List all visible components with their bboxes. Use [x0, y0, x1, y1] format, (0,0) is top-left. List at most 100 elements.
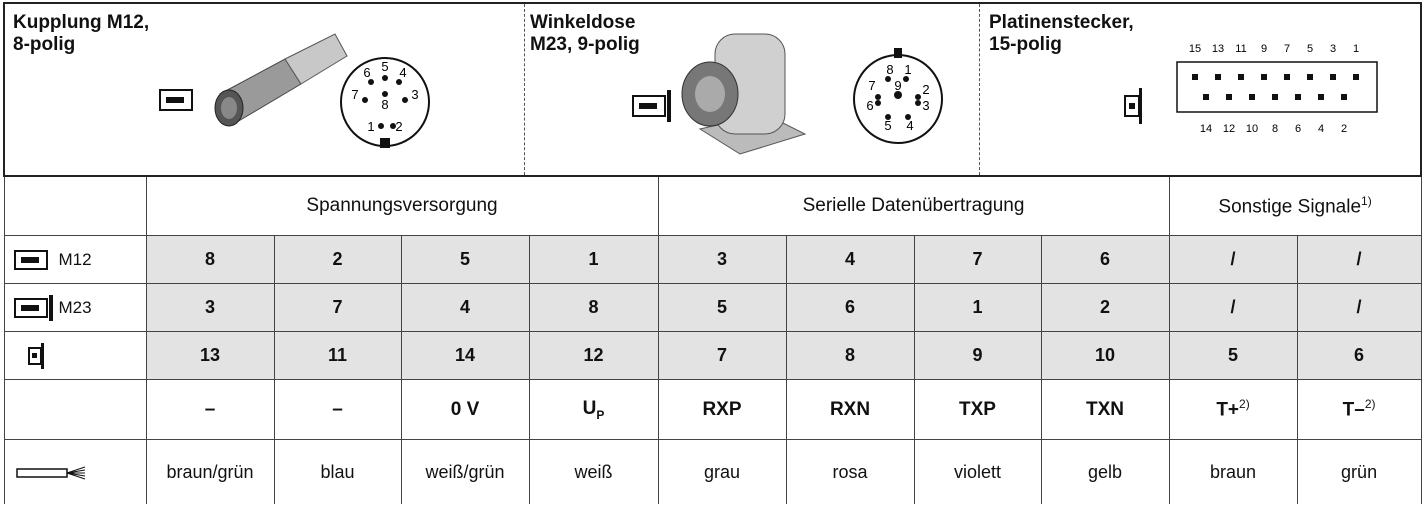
label-line: M23, 9-polig — [530, 34, 640, 55]
wire-color: blau — [273, 439, 402, 504]
signal-cell: TXN — [1040, 379, 1170, 440]
pin-label: 3 — [1330, 43, 1336, 55]
signal-cell: T+2) — [1168, 379, 1298, 440]
separator — [979, 4, 980, 175]
pin-label: 6 — [363, 65, 370, 80]
pin-cell: / — [1168, 283, 1298, 332]
pin — [1249, 94, 1255, 100]
pin-dot — [382, 91, 388, 97]
key — [894, 48, 902, 58]
pin-label: 1 — [904, 62, 911, 77]
pin-label: 14 — [1200, 123, 1212, 135]
pin-label: 13 — [1212, 43, 1224, 55]
pin-dot — [903, 76, 909, 82]
pin-label: 8 — [1272, 123, 1278, 135]
pin-label: 5 — [884, 118, 891, 133]
pin-dot — [368, 79, 374, 85]
pin-cell: 7 — [273, 283, 402, 332]
board-icon — [1124, 88, 1142, 124]
signal-row: – –0 V UP RXP RXN TXP TXN T+2) T–2) — [3, 379, 1422, 440]
pin-label: 2 — [1341, 123, 1347, 135]
pin-cell: 3 — [145, 283, 275, 332]
pin-dot — [915, 94, 921, 100]
connector-section: Kupplung M12, 8-polig Winkeldose M23, 9-po… — [2, 2, 1423, 177]
pin — [1215, 74, 1221, 80]
icon-part — [48, 294, 53, 321]
pin-label: 2 — [922, 82, 929, 97]
pin-dot — [396, 79, 402, 85]
row-header: M12 — [3, 235, 147, 284]
pin-label: 2 — [395, 119, 402, 134]
group-header: Sonstige Signale1) — [1168, 175, 1422, 236]
signal-name: U — [582, 397, 597, 419]
pin-dot — [382, 75, 388, 81]
pin-cell: 7 — [913, 235, 1042, 284]
pin-cell: 12 — [528, 331, 659, 380]
label-line: Kupplung M12, — [13, 12, 150, 33]
group-header: Spannungsversorgung — [145, 175, 659, 236]
pin-label: 3 — [411, 87, 418, 102]
pin-row: M12 8 2 5 1 3 4 7 6// — [3, 235, 1422, 284]
pin — [1192, 74, 1198, 80]
wire-row: braun/grün blau weiß/grün weiß grau rosa viole… — [3, 439, 1422, 504]
pin-label: 12 — [1223, 123, 1235, 135]
pin-cell: 3 — [657, 235, 787, 284]
pin — [1284, 74, 1290, 80]
pin-cell: 6 — [1296, 331, 1422, 380]
pin-label: 9 — [894, 78, 901, 93]
icon-part — [20, 304, 39, 311]
table: Kupplung M12, 8-polig Winkeldose M23, 9-po… — [2, 2, 1423, 504]
pin — [1203, 94, 1209, 100]
pin-label: 11 — [1235, 43, 1246, 55]
row-icon — [13, 249, 48, 270]
signal-name: RXN — [829, 398, 871, 420]
wire-color: rosa — [785, 439, 915, 504]
pin-dot — [915, 100, 921, 106]
pin-dot — [402, 97, 408, 103]
icon-part — [40, 342, 44, 369]
pin-label: 9 — [1261, 43, 1267, 55]
pin-cell: 8 — [785, 331, 915, 380]
connector-label: Winkeldose M23, 9-polig — [530, 12, 640, 56]
signal-cell: TXP — [913, 379, 1042, 440]
pin — [1353, 74, 1359, 80]
empty-cell — [3, 175, 147, 236]
label-line: 15-polig — [989, 34, 1062, 55]
pin-dot — [885, 114, 891, 120]
connector-label: Kupplung M12, 8-polig — [13, 12, 149, 56]
pin-label: 7 — [868, 78, 875, 93]
label-line: 8-polig — [13, 34, 76, 55]
group-header: Serielle Datenübertragung — [657, 175, 1170, 236]
row-header — [3, 331, 147, 380]
signal-cell: UP — [528, 379, 659, 440]
pin-cell: / — [1296, 235, 1422, 284]
pin-cell: 8 — [145, 235, 275, 284]
signal-cell: – — [273, 379, 402, 440]
pin-cell: 4 — [785, 235, 915, 284]
wire-color: grün — [1296, 439, 1422, 504]
pin-label: 4 — [906, 118, 913, 133]
m12-icon — [159, 89, 193, 111]
signal-name: 0 V — [450, 398, 480, 420]
signal-name: T– — [1342, 399, 1365, 421]
pin-dot — [875, 94, 881, 100]
pin-cell: / — [1168, 235, 1298, 284]
wire — [66, 472, 85, 480]
pin-label: 5 — [1307, 43, 1313, 55]
row-label: M12 — [58, 249, 92, 269]
wire-color: gelb — [1040, 439, 1170, 504]
empty-cell — [3, 379, 147, 440]
pin-cell: 2 — [1040, 283, 1170, 332]
row-header: M23 — [3, 283, 147, 332]
row-icon — [13, 294, 53, 321]
pin — [1226, 94, 1232, 100]
pin — [1295, 94, 1301, 100]
pin-dot — [885, 76, 891, 82]
pin-dot — [390, 123, 396, 129]
signal-cell: RXP — [657, 379, 787, 440]
signal-cell: T–2) — [1296, 379, 1422, 440]
signal-cell: RXN — [785, 379, 915, 440]
pin-cell: 10 — [1040, 331, 1170, 380]
cable-icon — [15, 466, 85, 480]
